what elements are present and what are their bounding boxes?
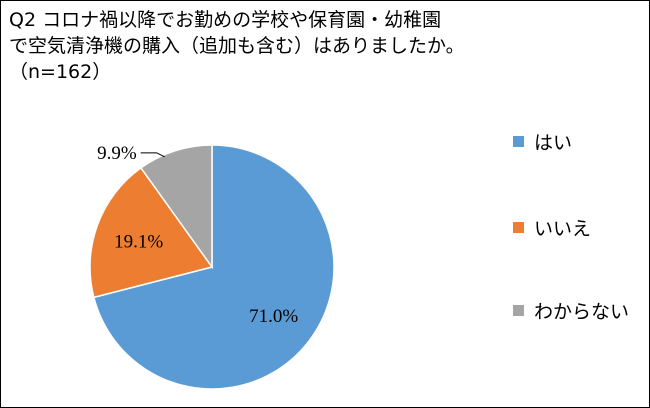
chart-title: Q2 コロナ禍以降でお勤めの学校や保育園・幼稚園 で空気清浄機の購入（追加も含む… bbox=[9, 7, 569, 85]
slice-label-unknown: 9.9% bbox=[97, 143, 137, 164]
title-line-3: （n=162） bbox=[9, 61, 112, 83]
legend-item-no: いいえ bbox=[513, 215, 592, 240]
slice-no bbox=[89, 166, 214, 299]
legend-swatch-yes bbox=[513, 135, 524, 147]
title-line-2: で空気清浄機の購入（追加も含む）はありましたか。 bbox=[9, 35, 465, 57]
title-line-1: Q2 コロナ禍以降でお勤めの学校や保育園・幼稚園 bbox=[9, 9, 442, 31]
legend-item-unknown: わからない bbox=[513, 298, 630, 323]
legend-label-no: いいえ bbox=[534, 217, 592, 240]
legend-item-yes: はい bbox=[513, 129, 573, 154]
slice-label-no: 19.1% bbox=[114, 231, 163, 252]
leader-line-unknown bbox=[140, 152, 165, 158]
legend-label-yes: はい bbox=[534, 131, 573, 154]
legend-swatch-unknown bbox=[513, 304, 524, 316]
slice-unknown bbox=[139, 144, 213, 270]
legend-label-unknown: わからない bbox=[534, 300, 630, 323]
slice-label-yes: 71.0% bbox=[249, 306, 298, 327]
slice-yes bbox=[92, 144, 335, 390]
legend-swatch-no bbox=[513, 221, 524, 233]
